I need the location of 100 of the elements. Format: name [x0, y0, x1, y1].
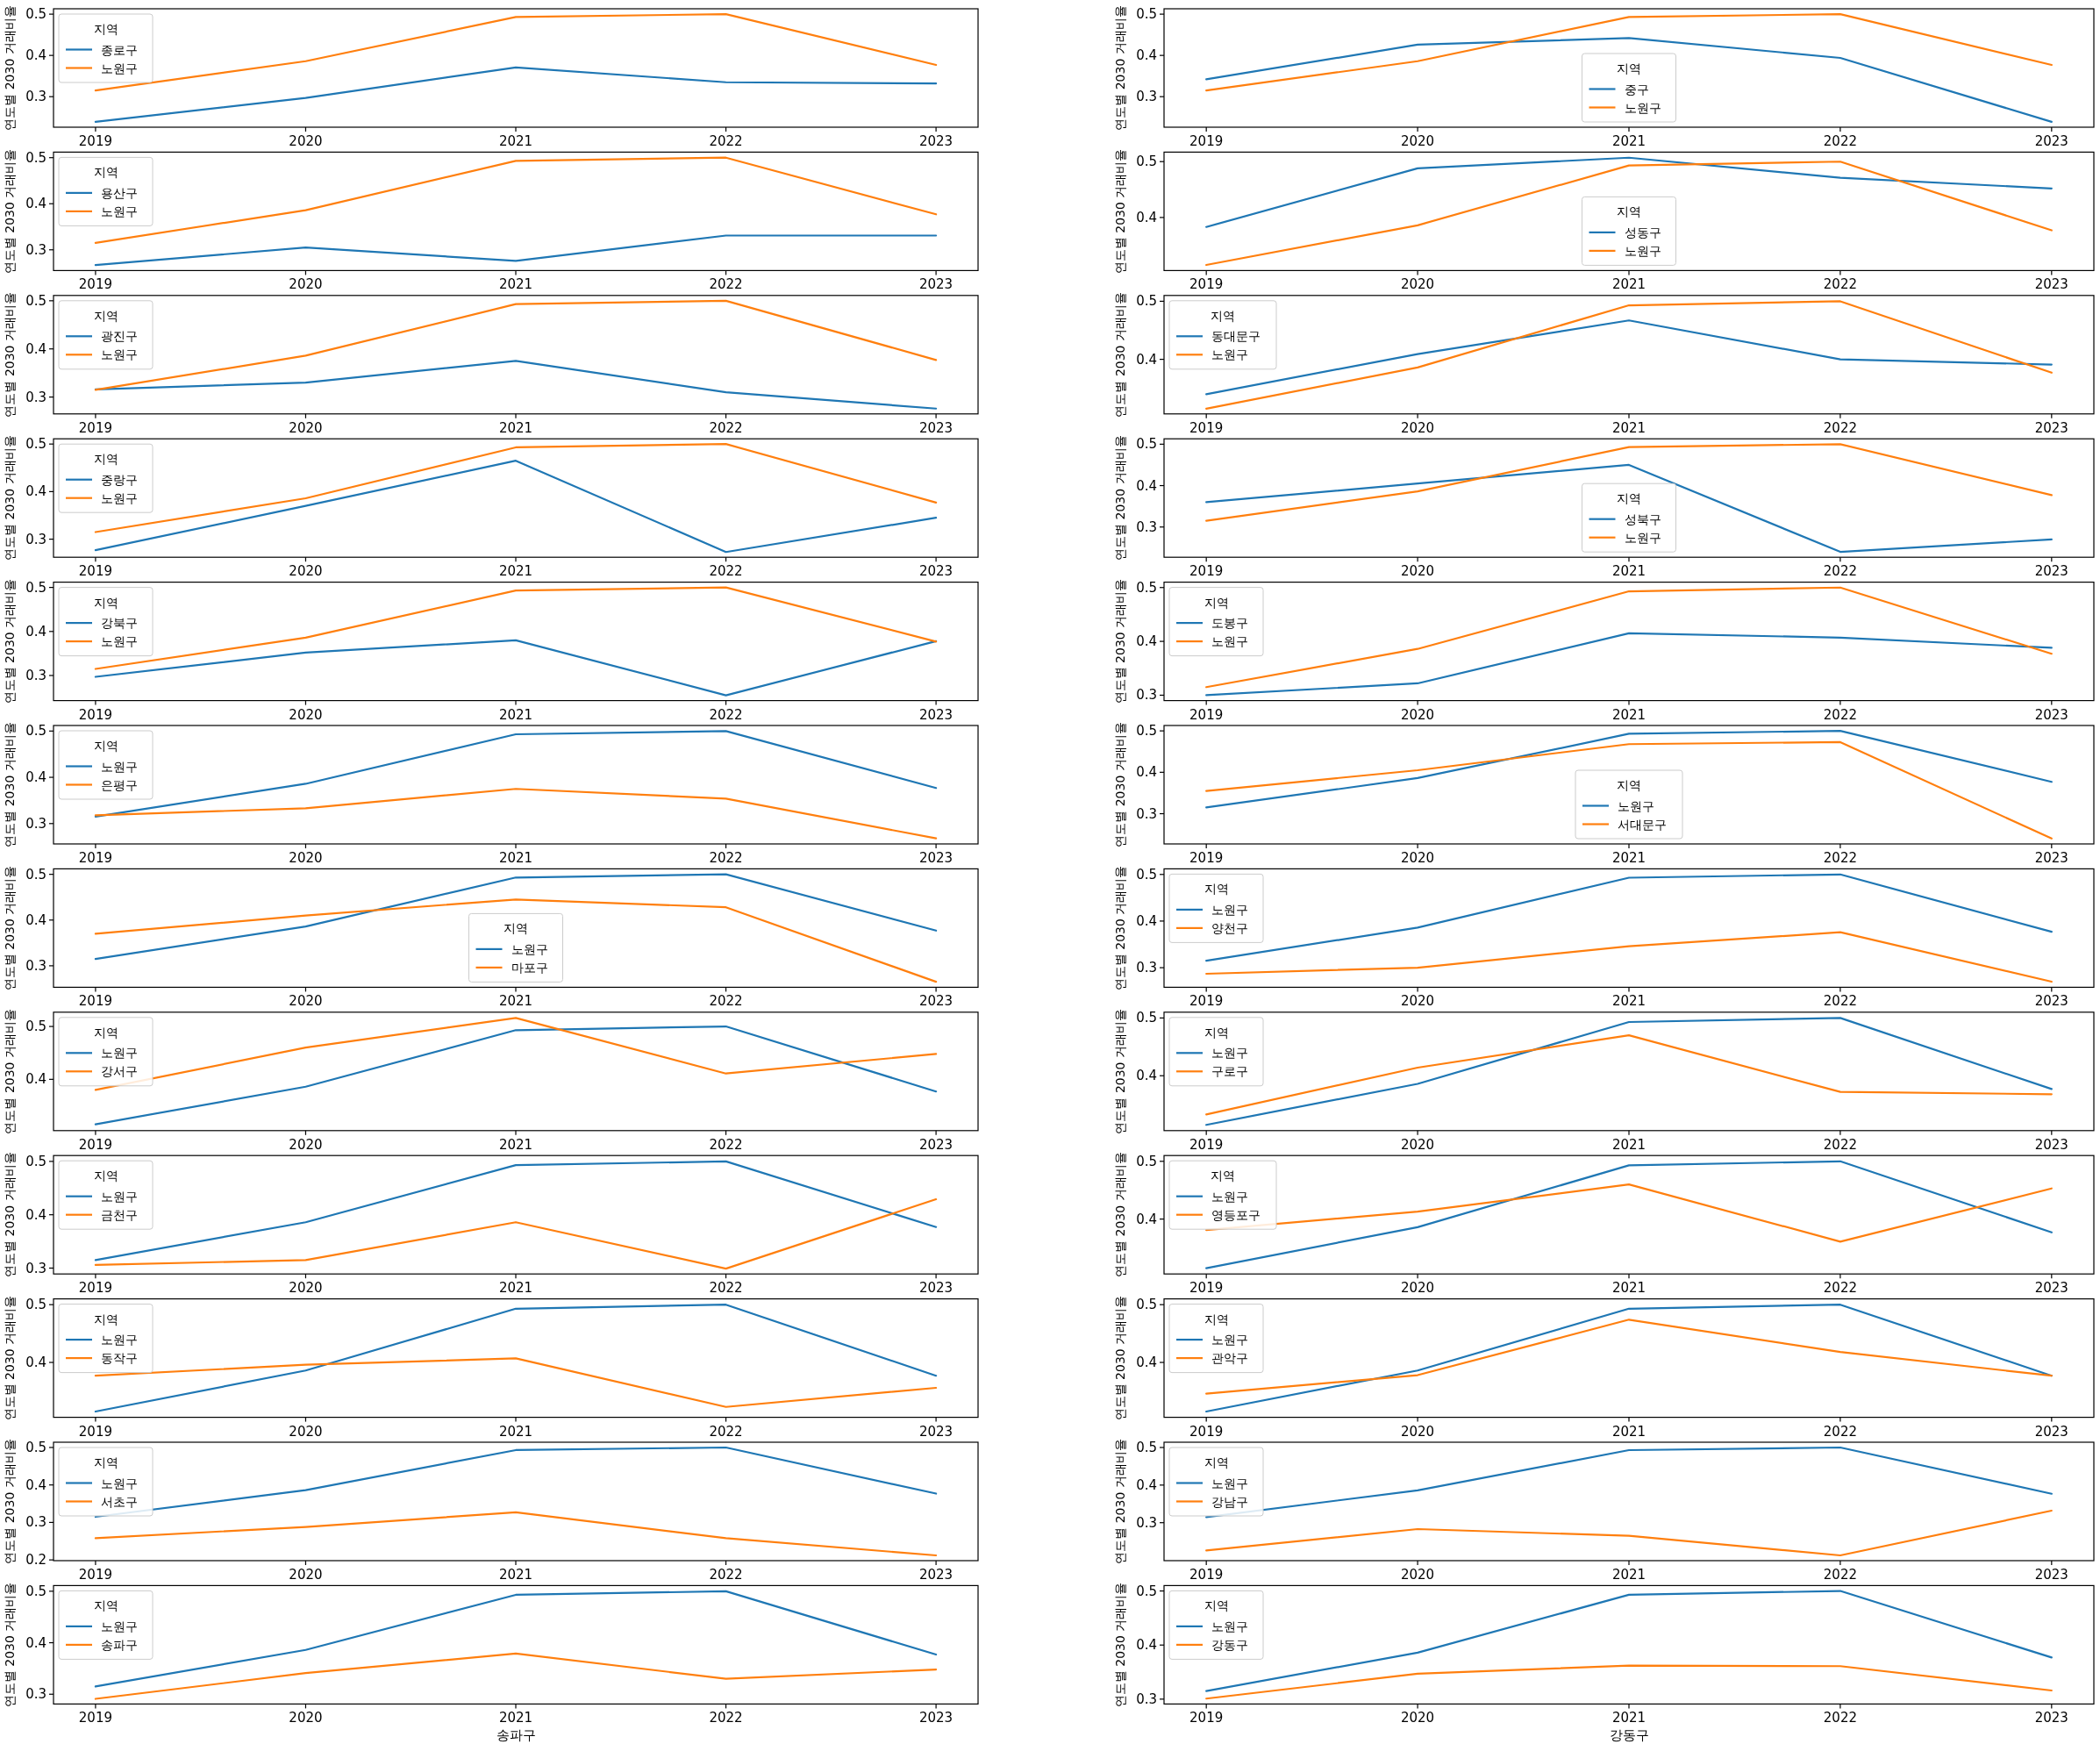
y-tick-label: 0.3: [1136, 1514, 1157, 1531]
x-tick-label: 2022: [709, 1280, 743, 1297]
x-tick-label: 2023: [2034, 419, 2068, 436]
y-tick-label: 0.5: [1136, 723, 1157, 740]
legend-label: 노원구: [101, 347, 138, 362]
legend-title: 지역: [1617, 204, 1641, 219]
y-tick-label: 0.4: [1136, 209, 1157, 225]
x-tick-label: 2022: [709, 563, 743, 580]
x-tick-label: 2020: [289, 1567, 323, 1583]
legend-label: 중랑구: [101, 472, 138, 487]
x-tick-label: 2020: [289, 276, 323, 293]
x-tick-label: 2020: [289, 133, 323, 149]
x-tick-label: 2023: [919, 563, 954, 580]
x-tick-label: 2020: [1401, 1710, 1435, 1726]
y-tick-label: 0.3: [25, 531, 46, 547]
y-axis-title: 연도별 2030 거래비율: [3, 865, 17, 991]
y-axis-title: 연도별 2030 거래비율: [3, 1439, 17, 1564]
x-tick-label: 2021: [1611, 1423, 1646, 1440]
x-tick-label: 2019: [78, 133, 112, 149]
x-tick-label: 2019: [1189, 1710, 1224, 1726]
y-tick-label: 0.5: [25, 1297, 46, 1313]
legend-label: 노원구: [101, 1333, 138, 1347]
y-tick-label: 0.5: [1136, 1440, 1157, 1455]
y-axis-title: 연도별 2030 거래비율: [3, 435, 17, 561]
y-tick-label: 0.5: [1136, 866, 1157, 883]
legend-label: 서초구: [101, 1494, 138, 1509]
x-tick-label: 2022: [709, 1567, 743, 1583]
x-tick-label: 2021: [498, 563, 533, 580]
x-tick-label: 2020: [1401, 133, 1435, 149]
x-tick-label: 2019: [1189, 1136, 1224, 1153]
legend-title: 지역: [93, 452, 118, 467]
x-tick-label: 2023: [919, 1710, 954, 1726]
y-axis-title: 연도별 2030 거래비율: [1113, 1582, 1127, 1708]
y-tick-label: 0.3: [25, 957, 46, 974]
y-tick-label: 0.3: [1136, 1690, 1157, 1707]
legend-label: 은평구: [101, 777, 138, 792]
legend-title: 지역: [1204, 882, 1229, 897]
x-tick-label: 2021: [1611, 1280, 1646, 1297]
y-tick-label: 0.5: [25, 1583, 46, 1599]
x-tick-label: 2019: [78, 706, 112, 723]
y-tick-label: 0.5: [1136, 579, 1157, 596]
x-tick-label: 2022: [1823, 993, 1857, 1010]
y-tick-label: 0.4: [1136, 1068, 1157, 1084]
y-tick-label: 0.4: [25, 769, 46, 786]
x-tick-label: 2020: [1401, 276, 1435, 293]
x-tick-label: 2019: [78, 1136, 112, 1153]
legend-title: 지역: [1211, 1169, 1235, 1183]
y-axis-title: 연도별 2030 거래비율: [1113, 5, 1127, 131]
x-tick-label: 2023: [919, 1423, 954, 1440]
legend-label: 금천구: [101, 1207, 138, 1222]
x-tick-label: 2022: [709, 1710, 743, 1726]
y-axis-title: 연도별 2030 거래비율: [3, 722, 17, 847]
y-axis-title: 연도별 2030 거래비율: [3, 1295, 17, 1421]
y-tick-label: 0.4: [1136, 47, 1157, 64]
y-tick-label: 0.4: [1136, 764, 1157, 781]
legend-title: 지역: [93, 595, 118, 610]
x-tick-label: 2020: [289, 563, 323, 580]
x-tick-label: 2023: [2034, 1280, 2068, 1297]
legend-label: 노원구: [101, 1619, 138, 1633]
y-tick-label: 0.4: [25, 1476, 46, 1493]
y-tick-label: 0.4: [1136, 1637, 1157, 1654]
x-tick-label: 2022: [709, 850, 743, 866]
x-tick-label: 2023: [919, 1136, 954, 1153]
legend-label: 양천구: [1211, 920, 1248, 935]
y-tick-label: 0.5: [1136, 154, 1157, 170]
legend-title: 지역: [93, 1455, 118, 1469]
legend-label: 성동구: [1624, 225, 1661, 239]
x-tick-label: 2019: [78, 1423, 112, 1440]
y-tick-label: 0.3: [1136, 89, 1157, 105]
x-tick-label: 2023: [919, 993, 954, 1010]
x-tick-label: 2023: [2034, 1710, 2068, 1726]
y-tick-label: 0.4: [25, 623, 46, 640]
x-tick-label: 2022: [709, 1136, 743, 1153]
y-axis-title: 연도별 2030 거래비율: [1113, 578, 1127, 704]
y-tick-label: 0.3: [25, 1514, 46, 1531]
y-tick-label: 0.5: [1136, 1583, 1157, 1599]
y-tick-label: 0.4: [25, 483, 46, 500]
x-tick-label: 2023: [2034, 133, 2068, 149]
x-tick-label: 2023: [2034, 1423, 2068, 1440]
legend-label: 노원구: [1618, 798, 1654, 813]
legend-label: 서대문구: [1618, 817, 1667, 832]
y-tick-label: 0.4: [25, 1354, 46, 1371]
y-tick-label: 0.3: [1136, 960, 1157, 976]
x-tick-label: 2019: [1189, 993, 1224, 1010]
x-tick-label: 2019: [1189, 1423, 1224, 1440]
x-tick-label: 2019: [1189, 850, 1224, 866]
x-tick-label: 2019: [78, 276, 112, 293]
x-tick-label: 2021: [1611, 133, 1646, 149]
y-tick-label: 0.4: [1136, 1211, 1157, 1227]
legend-label: 노원구: [1211, 1476, 1248, 1490]
x-tick-label: 2022: [1823, 1567, 1857, 1583]
x-tick-label: 2021: [498, 133, 533, 149]
legend-label: 노원구: [101, 1046, 138, 1061]
x-tick-label: 2019: [78, 1710, 112, 1726]
legend-label: 노원구: [1211, 1333, 1248, 1347]
legend-title: 지역: [93, 165, 118, 180]
legend-label: 노원구: [101, 61, 138, 75]
legend-label: 노원구: [101, 634, 138, 649]
x-tick-label: 2020: [289, 993, 323, 1010]
legend-title: 지역: [1204, 1598, 1229, 1613]
